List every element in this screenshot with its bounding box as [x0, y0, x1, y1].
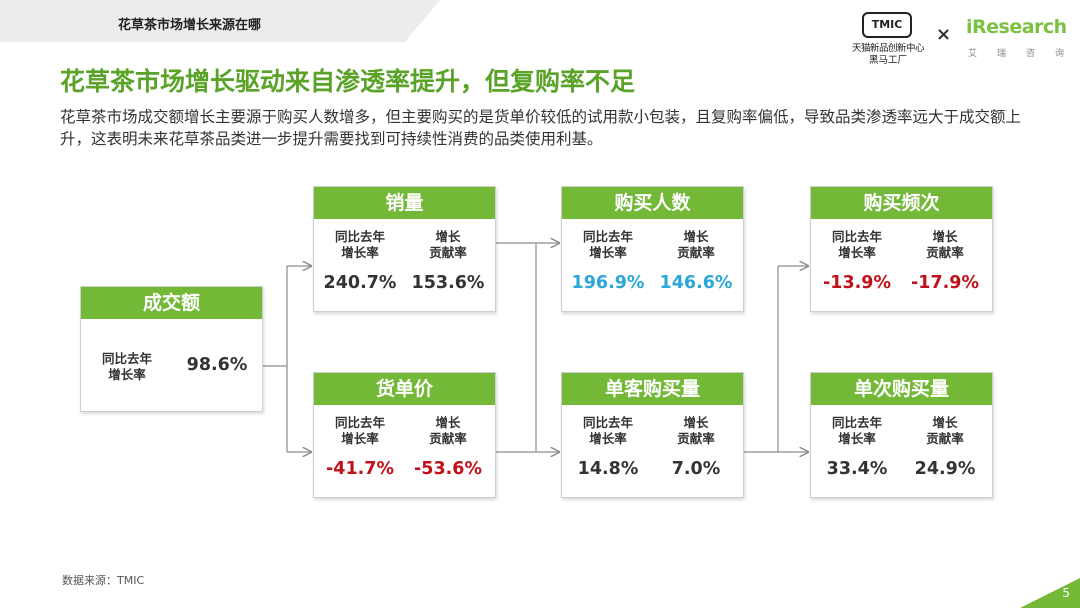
page-description: 花草茶市场成交额增长主要源于购买人数增多，但主要购买的是货单价较低的试用款小包装… — [60, 108, 1022, 148]
contrib-label: 增长 贡献率 — [429, 229, 467, 260]
node-per-purchase: 单次购买量 同比去年 增长率 增长 贡献率 33.4% 24.9% — [810, 372, 993, 498]
yoy-value: 196.9% — [571, 273, 645, 293]
node-buyers: 购买人数 同比去年 增长率 增长 贡献率 196.9% 146.6% — [561, 186, 744, 312]
tmic-mark: TMIC — [862, 12, 912, 38]
yoy-label: 同比去年 增长率 — [831, 415, 882, 446]
tmic-line1: 天猫新品创新中心 — [851, 43, 925, 54]
root-box-gmv: 成交额 同比去年 增长率 98.6% — [80, 286, 263, 412]
yoy-value: 240.7% — [323, 273, 397, 293]
times-icon: × — [936, 24, 952, 45]
contrib-label: 增长 贡献率 — [677, 415, 715, 446]
data-source: 数据来源：TMIC — [62, 574, 145, 587]
yoy-value: -13.9% — [823, 273, 891, 293]
tmic-line2: 黑马工厂 — [868, 55, 907, 66]
node-per-customer: 单客购买量 同比去年 增长率 增长 贡献率 14.8% 7.0% — [561, 372, 744, 498]
contrib-label: 增长 贡献率 — [677, 229, 715, 260]
yoy-value: -41.7% — [326, 459, 394, 479]
yoy-label: 同比去年 增长率 — [831, 229, 882, 260]
yoy-value: 14.8% — [577, 459, 639, 479]
iresearch-sub: 艾 瑞 咨 询 — [968, 49, 1064, 59]
contrib-value: 153.6% — [411, 273, 485, 293]
section-label: 花草茶市场增长来源在哪 — [118, 18, 262, 33]
iresearch-logo: iResearch — [966, 16, 1067, 38]
tmic-logo: TMIC 天猫新品创新中心 黑马工厂 — [840, 8, 930, 66]
node-title: 单客购买量 — [562, 373, 743, 405]
page-title: 花草茶市场增长驱动来自渗透率提升，但复购率不足 — [60, 67, 636, 96]
contrib-value: 7.0% — [671, 459, 721, 479]
node-title: 单次购买量 — [811, 373, 992, 405]
yoy-label: 同比去年 增长率 — [582, 415, 633, 446]
node-title: 货单价 — [314, 373, 495, 405]
page-number: 5 — [1062, 586, 1070, 600]
node-title: 销量 — [314, 187, 495, 219]
contrib-value: -17.9% — [911, 273, 979, 293]
contrib-value: 24.9% — [914, 459, 976, 479]
contrib-label: 增长 贡献率 — [926, 229, 964, 260]
contrib-value: 146.6% — [659, 273, 733, 293]
contrib-value: -53.6% — [414, 459, 482, 479]
root-yoy-value: 98.6% — [186, 355, 248, 375]
contrib-label: 增长 贡献率 — [926, 415, 964, 446]
node-title: 购买频次 — [811, 187, 992, 219]
node-title: 购买人数 — [562, 187, 743, 219]
yoy-label: 同比去年 增长率 — [582, 229, 633, 260]
contrib-label: 增长 贡献率 — [429, 415, 467, 446]
yoy-label: 同比去年 增长率 — [334, 229, 385, 260]
top-bar — [0, 0, 440, 42]
yoy-label: 同比去年 增长率 — [334, 415, 385, 446]
yoy-value: 33.4% — [826, 459, 888, 479]
root-yoy-label: 同比去年 增长率 — [101, 351, 152, 382]
node-sales-volume: 销量 同比去年 增长率 增长 贡献率 240.7% 153.6% — [313, 186, 496, 312]
root-box-title: 成交额 — [81, 287, 262, 319]
node-unit-price: 货单价 同比去年 增长率 增长 贡献率 -41.7% -53.6% — [313, 372, 496, 498]
node-frequency: 购买频次 同比去年 增长率 增长 贡献率 -13.9% -17.9% — [810, 186, 993, 312]
